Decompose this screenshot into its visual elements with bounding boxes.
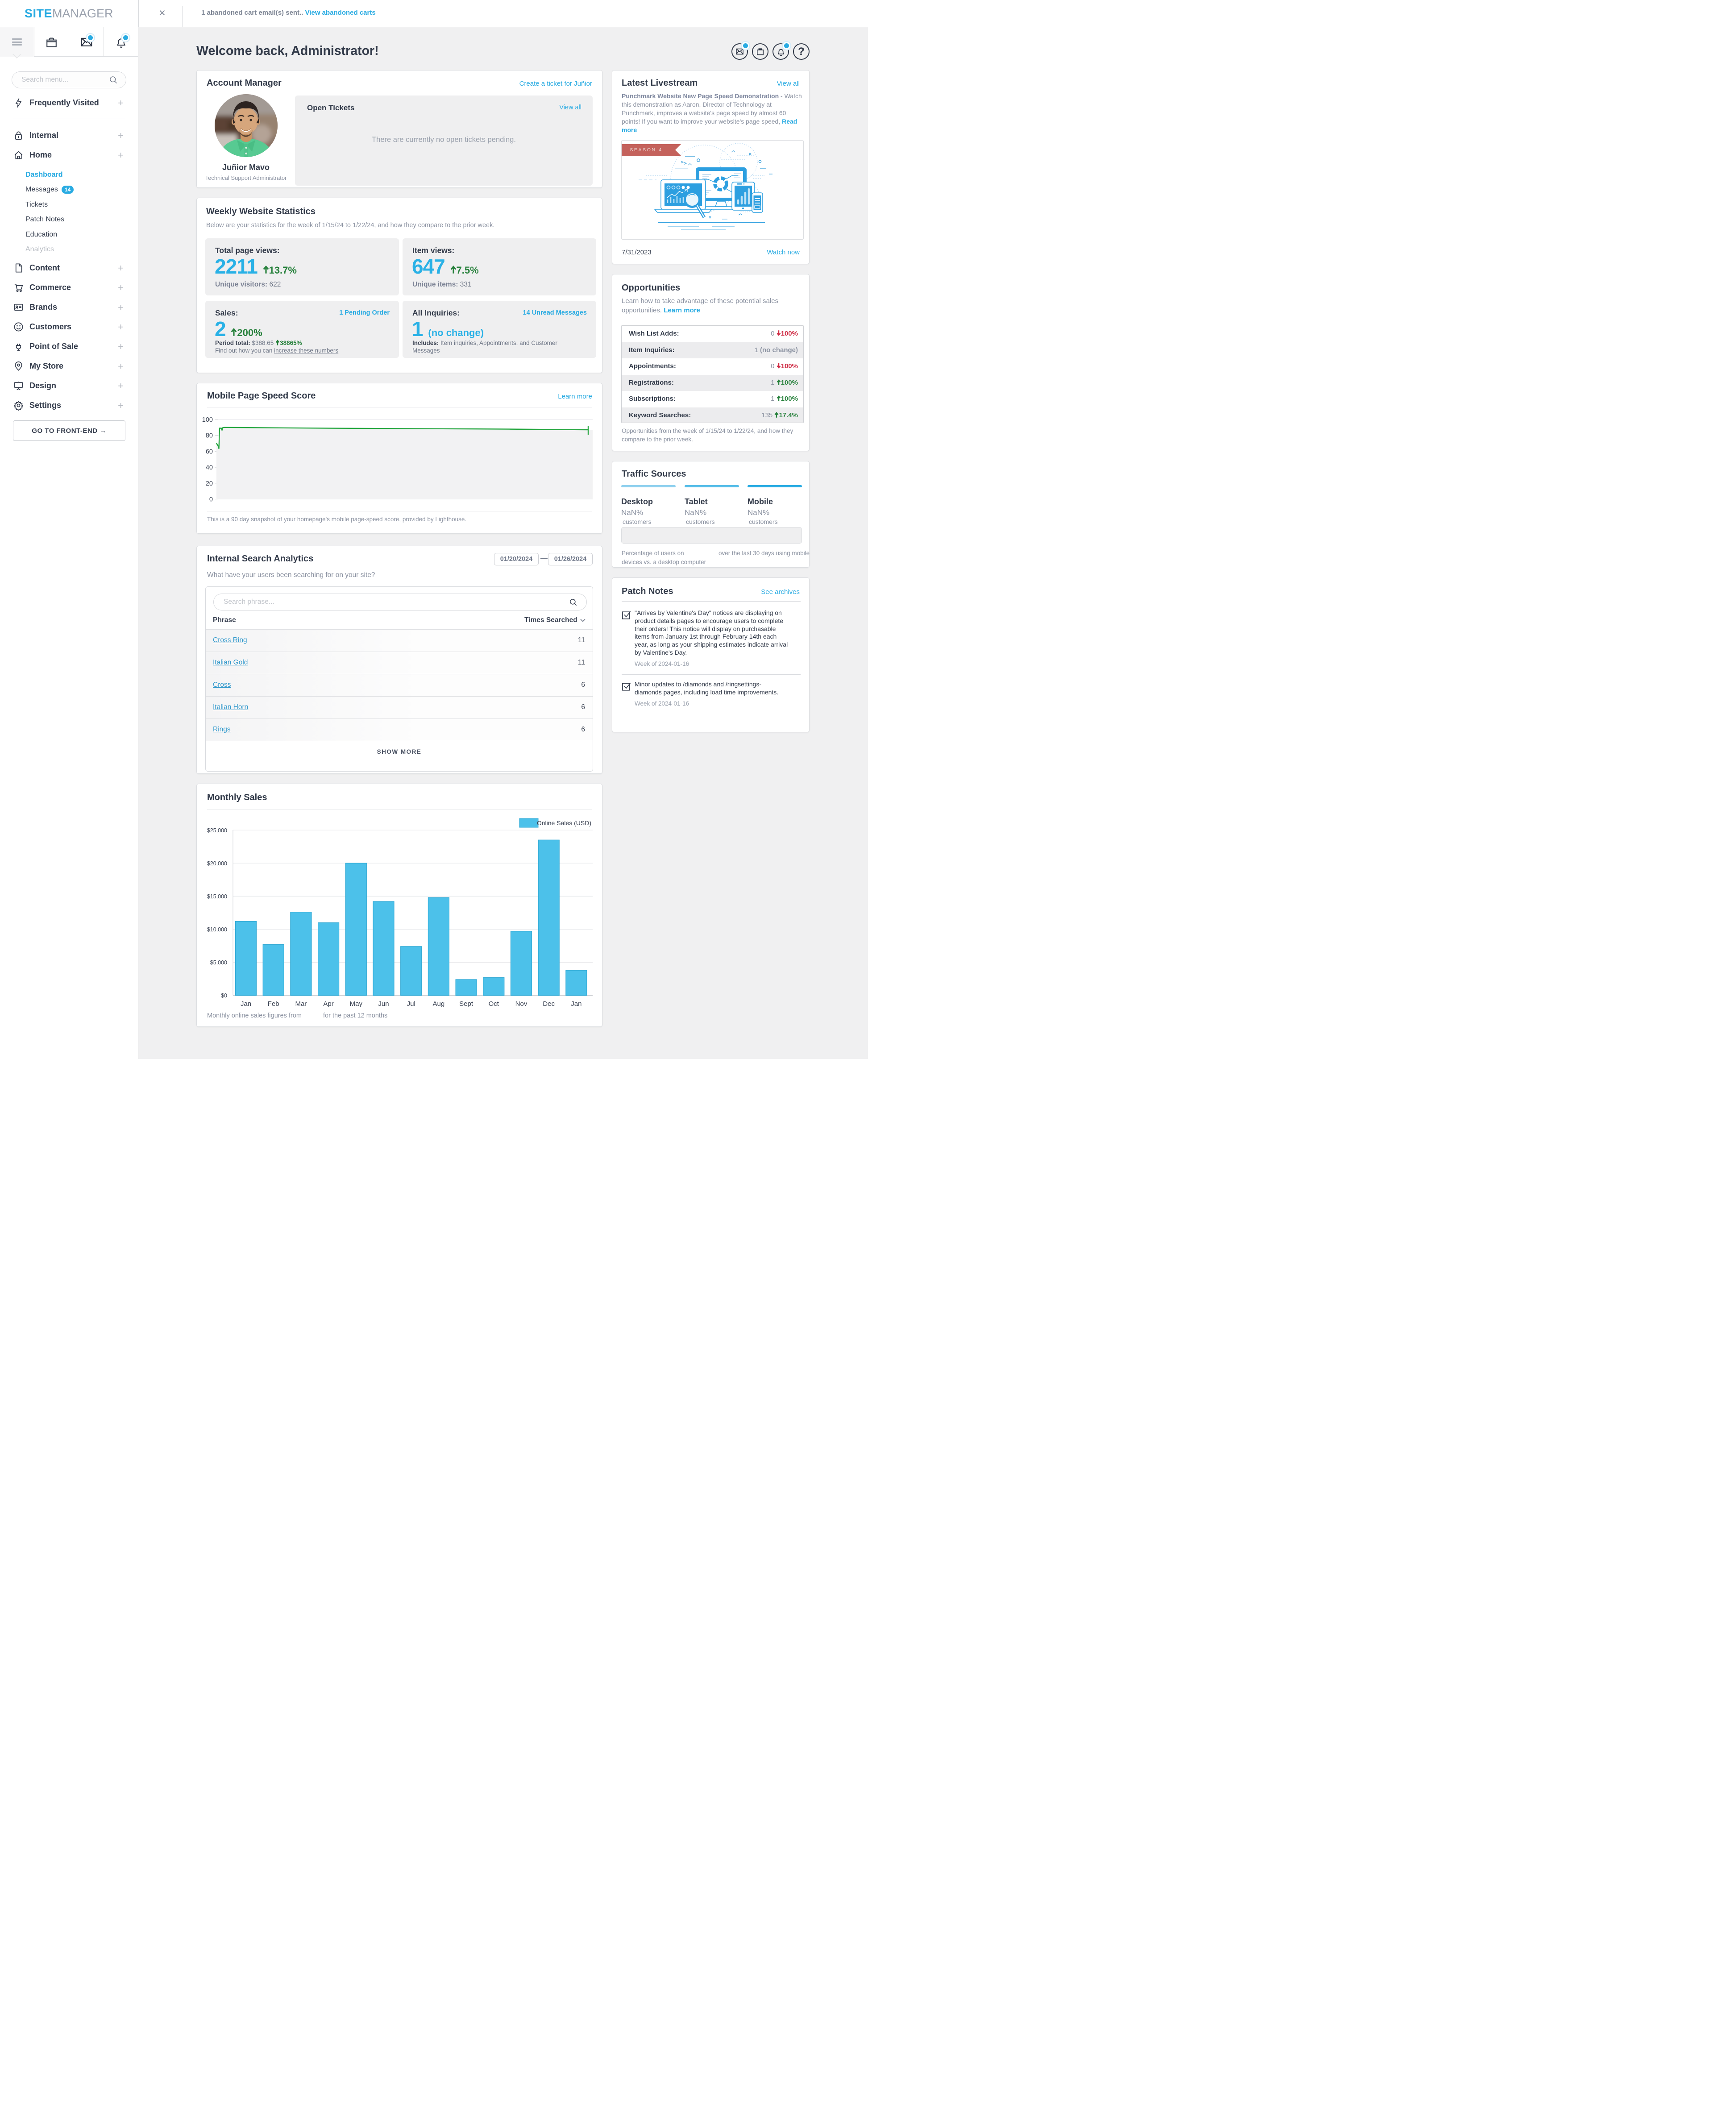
svg-text:0: 0 [209, 496, 213, 503]
svg-text:May: May [350, 1000, 363, 1008]
svg-text:$5,000: $5,000 [210, 959, 227, 966]
svg-text:Apr: Apr [323, 1000, 333, 1008]
svg-text:Nov: Nov [515, 1000, 527, 1008]
svg-text:40: 40 [206, 464, 213, 471]
svg-text:for the past 12 months: for the past 12 months [323, 1012, 387, 1019]
svg-text:$10,000: $10,000 [207, 926, 227, 933]
svg-text:80: 80 [206, 432, 213, 440]
svg-text:Jun: Jun [378, 1000, 389, 1008]
svg-text:60: 60 [206, 448, 213, 455]
svg-text:100: 100 [202, 416, 213, 424]
svg-text:Mar: Mar [295, 1000, 307, 1008]
svg-text:Oct: Oct [489, 1000, 499, 1008]
svg-text:$25,000: $25,000 [207, 827, 227, 834]
svg-text:$0: $0 [221, 993, 227, 999]
svg-text:Dec: Dec [543, 1000, 555, 1008]
svg-text:20: 20 [206, 480, 213, 487]
svg-text:$15,000: $15,000 [207, 893, 227, 900]
svg-text:Jan: Jan [571, 1000, 581, 1008]
svg-text:$20,000: $20,000 [207, 860, 227, 867]
svg-text:Monthly online sales figures f: Monthly online sales figures from [207, 1012, 302, 1019]
svg-text:Jan: Jan [241, 1000, 251, 1008]
svg-text:Aug: Aug [433, 1000, 445, 1008]
svg-text:Feb: Feb [268, 1000, 279, 1008]
svg-text:Jul: Jul [407, 1000, 415, 1008]
svg-text:Sept: Sept [459, 1000, 473, 1008]
svg-text:Online Sales (USD): Online Sales (USD) [537, 819, 591, 826]
